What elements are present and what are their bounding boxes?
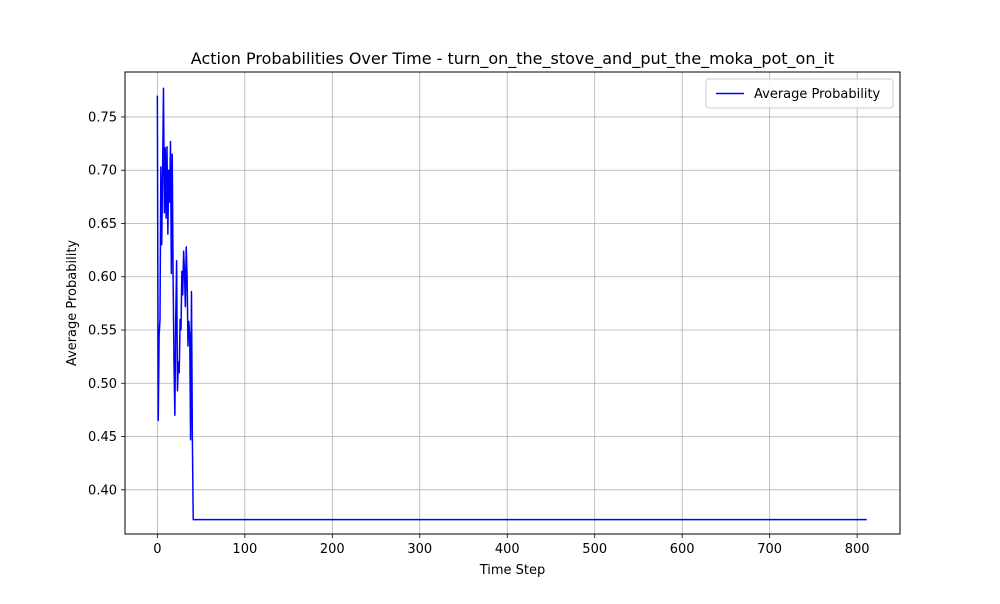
y-axis-label: Average Probability bbox=[65, 240, 80, 367]
x-tick-label: 300 bbox=[407, 542, 432, 557]
y-tick-label: 0.55 bbox=[88, 324, 117, 339]
ticks-layer: 0 100 200 300 400 500 600 700 800 0.40 0.45 0.50 0.5… bbox=[88, 110, 870, 557]
legend-box bbox=[705, 78, 894, 109]
y-tick-label: 0.45 bbox=[88, 430, 117, 445]
x-tick-label: 700 bbox=[757, 542, 782, 557]
x-tick-label: 0 bbox=[153, 542, 161, 557]
x-tick-label: 600 bbox=[670, 542, 695, 557]
y-tick-label: 0.40 bbox=[88, 483, 117, 498]
legend: Average Probability bbox=[705, 78, 894, 109]
y-tick-label: 0.60 bbox=[88, 270, 117, 285]
plot-frame bbox=[124, 71, 901, 535]
x-tick-label: 500 bbox=[582, 542, 607, 557]
y-tick-label: 0.75 bbox=[88, 110, 117, 125]
y-tick-label: 0.70 bbox=[88, 164, 117, 179]
series-line-average-probability bbox=[156, 87, 867, 521]
x-tick-label: 400 bbox=[495, 542, 520, 557]
x-axis-label: Time Step bbox=[479, 563, 546, 578]
x-tick-label: 800 bbox=[845, 542, 870, 557]
y-tick-label: 0.65 bbox=[88, 217, 117, 232]
chart-title: Action Probabilities Over Time - turn_on… bbox=[191, 49, 834, 69]
grid-layer bbox=[125, 72, 900, 534]
y-tick-label: 0.50 bbox=[88, 377, 117, 392]
legend-label: Average Probability bbox=[754, 87, 881, 102]
x-tick-label: 200 bbox=[320, 542, 345, 557]
series-layer bbox=[156, 87, 867, 521]
x-tick-label: 100 bbox=[232, 542, 257, 557]
